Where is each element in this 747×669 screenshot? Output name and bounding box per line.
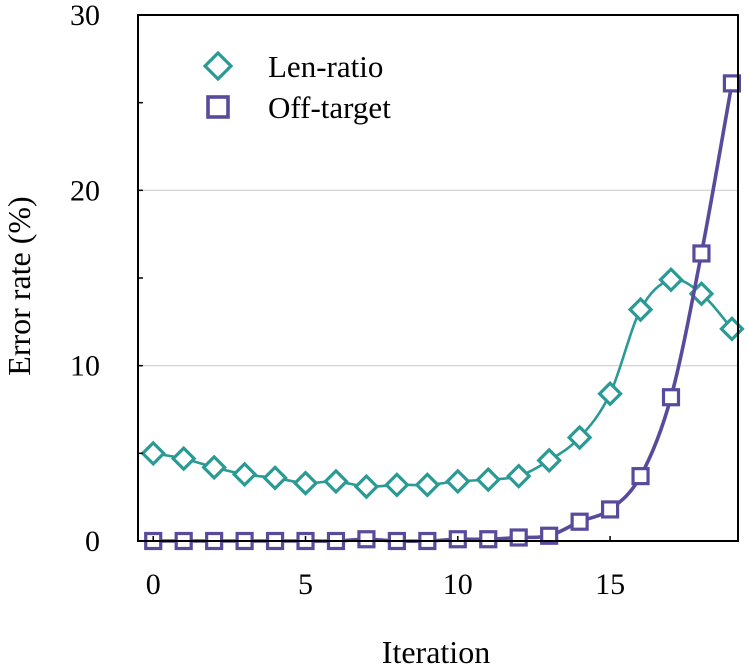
y-tick-label-10: 10 <box>70 350 100 383</box>
data-point-off-target-11 <box>479 530 498 549</box>
data-point-len-ratio-5 <box>292 470 319 496</box>
data-point-len-ratio-7 <box>353 473 380 500</box>
data-point-len-ratio-0 <box>140 440 166 467</box>
data-point-len-ratio-17 <box>658 266 684 293</box>
data-point-len-ratio-11 <box>475 466 502 493</box>
data-point-len-ratio-4 <box>262 465 288 491</box>
data-point-off-target-19 <box>722 74 742 93</box>
axis-ticks: 0 10 20 30 0 5 10 15 <box>70 0 625 601</box>
data-point-off-target-17 <box>661 388 681 407</box>
data-point-len-ratio-12 <box>505 463 532 489</box>
legend-label-off-target: Off-target <box>268 90 391 125</box>
legend-item-len-ratio: Len-ratio <box>202 49 383 84</box>
legend-marker-off-target <box>206 95 230 119</box>
y-tick-label-0: 0 <box>85 525 100 558</box>
data-point-len-ratio-1 <box>170 445 197 472</box>
data-point-off-target-16 <box>631 467 650 486</box>
data-point-off-target-18 <box>692 244 711 263</box>
x-tick-label-10: 10 <box>443 568 473 601</box>
data-point-len-ratio-8 <box>384 472 410 498</box>
grid-lines <box>138 189 738 367</box>
legend-marker-len-ratio <box>202 50 234 82</box>
data-point-off-target-7 <box>357 530 376 549</box>
data-point-len-ratio-13 <box>536 447 562 474</box>
data-point-len-ratio-14 <box>566 424 593 451</box>
y-axis-title: Error rate (%) <box>1 196 37 375</box>
data-point-len-ratio-3 <box>231 461 258 488</box>
legend-label-len-ratio: Len-ratio <box>268 49 383 84</box>
data-point-off-target-15 <box>600 500 620 519</box>
data-point-len-ratio-10 <box>445 468 471 495</box>
data-point-off-target-12 <box>509 528 528 547</box>
series-len-ratio <box>140 266 745 500</box>
series-layer <box>140 74 745 551</box>
y-tick-label-30: 30 <box>70 0 100 32</box>
data-point-len-ratio-15 <box>597 380 623 407</box>
data-point-len-ratio-6 <box>323 468 349 495</box>
data-point-len-ratio-2 <box>201 454 227 481</box>
x-tick-label-0: 0 <box>146 568 161 601</box>
data-point-len-ratio-16 <box>627 296 654 323</box>
y-tick-label-20: 20 <box>70 174 100 207</box>
legend: Len-ratio Off-target <box>202 49 391 125</box>
x-tick-label-15: 15 <box>595 568 625 601</box>
data-point-off-target-14 <box>570 512 589 531</box>
x-axis-title: Iteration <box>382 634 490 669</box>
data-point-off-target-13 <box>540 526 559 545</box>
data-point-len-ratio-9 <box>414 472 441 498</box>
legend-item-off-target: Off-target <box>206 90 391 125</box>
x-tick-label-5: 5 <box>298 568 313 601</box>
